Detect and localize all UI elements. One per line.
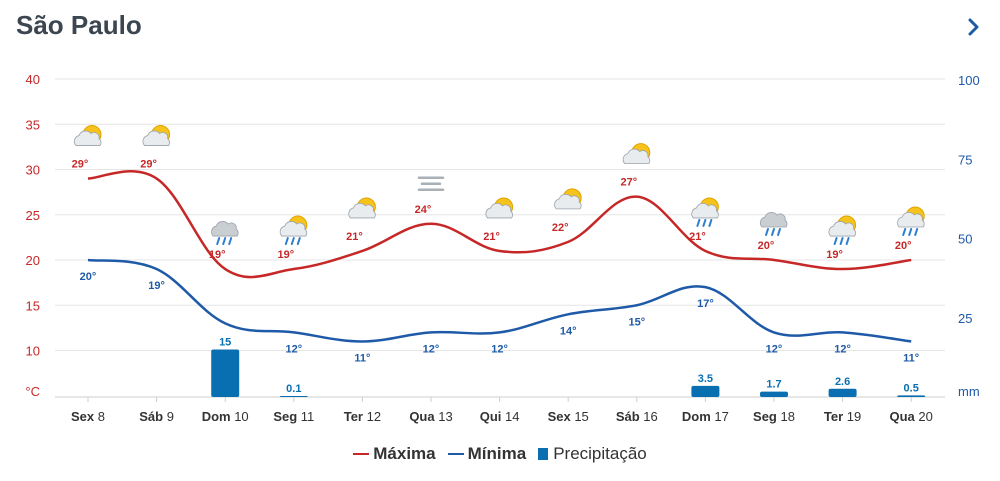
x-axis-label: Sáb 16	[616, 409, 658, 424]
fog-icon	[417, 176, 445, 192]
max-data-label: 29°	[140, 159, 157, 171]
precip-bar[interactable]	[211, 349, 240, 397]
precip-bar[interactable]	[897, 395, 926, 397]
x-axis-label: Qui 14	[480, 409, 520, 424]
x-axis-label: Sex 8	[71, 409, 105, 424]
max-data-label: 19°	[277, 249, 294, 261]
legend-item-precip[interactable]: Precipitação	[538, 444, 647, 464]
sun-cloud-icon	[348, 197, 376, 219]
left-axis-tick: 35	[26, 117, 40, 132]
precip-data-label: 2.6	[835, 376, 850, 388]
x-axis-label: Seg 18	[753, 409, 795, 424]
max-data-label: 21°	[689, 231, 706, 243]
sun-cloud-icon	[554, 188, 582, 210]
left-axis-unit: °C	[25, 384, 40, 399]
legend-precip-swatch	[538, 448, 549, 460]
left-axis-tick: 25	[26, 208, 40, 223]
sun-rain-cloud-icon	[828, 215, 857, 246]
min-data-label: 11°	[903, 352, 919, 364]
chevron-right-icon	[968, 18, 979, 36]
right-axis-tick: 100	[958, 73, 980, 88]
max-data-label: 21°	[483, 231, 500, 243]
legend: Máxima Mínima Precipitação	[0, 444, 1000, 464]
max-data-label: 29°	[72, 159, 89, 171]
sun-rain-cloud-icon	[691, 197, 719, 227]
left-axis-tick: 10	[26, 344, 40, 359]
max-data-label: 22°	[552, 222, 569, 234]
precip-data-label: 1.7	[766, 379, 781, 391]
sun-cloud-icon	[73, 125, 102, 146]
min-temp-line	[87, 258, 912, 343]
precip-data-label: 3.5	[698, 373, 713, 385]
x-axis-label: Dom 17	[682, 409, 729, 424]
right-axis-unit: mm	[958, 384, 980, 399]
legend-item-max[interactable]: Máxima	[353, 444, 436, 464]
weather-chart: 10 15 20 25 30 35 40 °C 25 50 75 100 mm Sex 8 Sáb 9 Dom…	[25, 72, 980, 424]
page-title: São Paulo	[16, 10, 142, 40]
min-data-label: 12°	[834, 343, 851, 355]
min-data-label: 19°	[148, 280, 165, 292]
x-axis-label: Qua 13	[409, 409, 452, 424]
min-data-label: 12°	[491, 343, 508, 355]
min-data-label: 12°	[285, 343, 302, 355]
max-data-label: 20°	[895, 240, 912, 252]
x-axis-label: Sáb 9	[139, 409, 174, 424]
next-chevron-button[interactable]	[960, 14, 986, 40]
left-axis-tick: 30	[26, 163, 40, 178]
right-axis-tick: 75	[958, 152, 972, 167]
precip-data-label: 0.1	[286, 383, 301, 395]
right-axis-tick: 50	[958, 232, 972, 247]
x-axis-label: Qua 20	[890, 409, 933, 424]
rain-cloud-icon	[211, 221, 239, 246]
legend-min-swatch	[447, 453, 464, 455]
max-data-label: 20°	[758, 240, 775, 252]
precip-data-label: 15	[219, 336, 231, 348]
min-data-label: 17°	[697, 298, 714, 310]
right-axis-tick: 25	[958, 311, 972, 326]
left-axis-tick: 15	[26, 298, 40, 313]
sun-cloud-icon	[142, 125, 171, 146]
precip-bar[interactable]	[691, 385, 720, 397]
x-axis-label: Seg 11	[273, 409, 314, 424]
max-data-label: 24°	[415, 204, 432, 216]
min-data-label: 12°	[766, 343, 783, 355]
sun-rain-cloud-icon	[279, 215, 308, 246]
legend-min-label: Mínima	[467, 444, 527, 463]
legend-precip-label: Precipitação	[553, 444, 647, 463]
max-data-label: 27°	[620, 177, 637, 189]
x-axis-label: Ter 12	[344, 409, 381, 424]
min-data-label: 15°	[628, 316, 645, 328]
sun-cloud-icon	[622, 143, 651, 165]
precip-bar[interactable]	[760, 391, 788, 397]
min-data-label: 14°	[560, 325, 577, 337]
min-data-label: 12°	[423, 343, 440, 355]
max-data-label: 19°	[826, 249, 843, 261]
rain-cloud-icon	[759, 212, 788, 236]
left-axis-tick: 40	[26, 72, 40, 87]
x-axis-label: Sex 15	[548, 409, 589, 424]
legend-item-min[interactable]: Mínima	[447, 444, 527, 464]
left-axis-tick: 20	[26, 253, 40, 268]
precip-bar[interactable]	[279, 396, 308, 397]
legend-max-swatch	[353, 453, 370, 455]
legend-max-label: Máxima	[373, 444, 436, 463]
precip-data-label: 0.5	[904, 382, 919, 394]
precip-bar[interactable]	[828, 388, 857, 397]
min-data-label: 11°	[354, 352, 370, 364]
max-data-label: 19°	[209, 249, 226, 261]
sun-cloud-icon	[485, 197, 514, 219]
sun-rain-cloud-icon	[897, 206, 925, 236]
max-data-label: 21°	[346, 231, 363, 243]
x-axis-label: Dom 10	[202, 409, 249, 424]
max-temp-line	[87, 170, 912, 279]
x-axis-label: Ter 19	[824, 409, 861, 424]
min-data-label: 20°	[80, 271, 97, 283]
